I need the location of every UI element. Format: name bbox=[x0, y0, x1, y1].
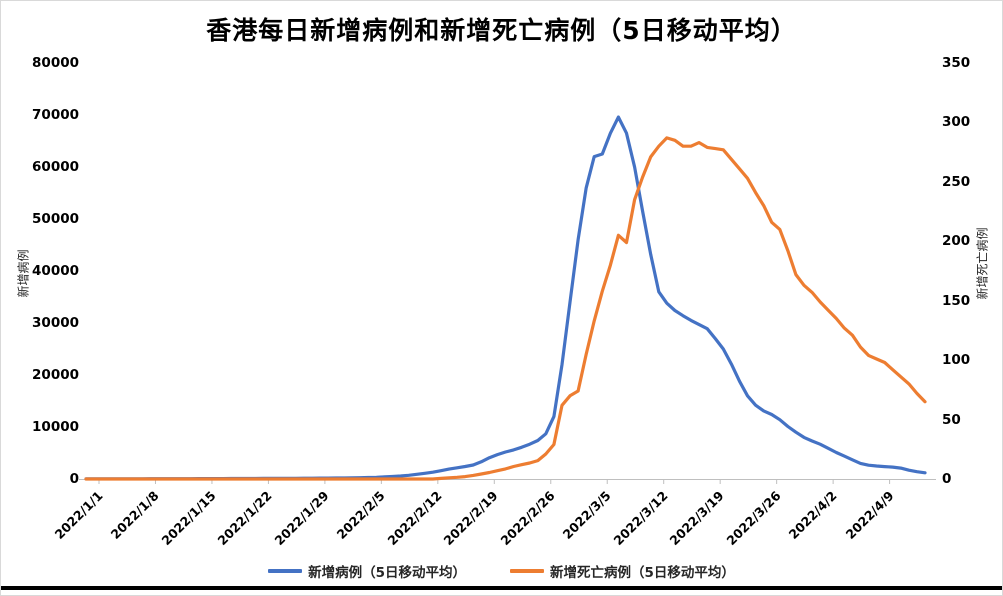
left-axis-tick-label: 60000 bbox=[32, 159, 79, 175]
left-axis-tick-label: 50000 bbox=[32, 211, 79, 227]
right-axis-title: 新增死亡病例 bbox=[975, 227, 990, 300]
left-axis-tick-label: 70000 bbox=[32, 107, 79, 123]
cases-line bbox=[84, 115, 927, 481]
right-axis-tick-label: 0 bbox=[942, 471, 952, 487]
legend-item-cases: 新增病例（5日移动平均） bbox=[268, 561, 466, 581]
right-axis-tick-label: 300 bbox=[942, 114, 971, 131]
left-axis-tick-label: 30000 bbox=[32, 315, 79, 331]
bottom-border bbox=[1, 586, 1002, 590]
left-axis-tick-label: 0 bbox=[69, 471, 79, 487]
right-axis-tick-label: 200 bbox=[942, 233, 971, 250]
right-axis-tick-label: 100 bbox=[942, 352, 971, 369]
left-axis-tick-label: 40000 bbox=[32, 263, 79, 279]
legend-label-deaths: 新增死亡病例（5日移动平均） bbox=[550, 565, 735, 581]
left-axis-title: 新增病例 bbox=[16, 249, 31, 298]
right-axis-tick-label: 250 bbox=[942, 173, 971, 190]
deaths-line bbox=[84, 136, 927, 481]
chart-title: 香港每日新增病例和新增死亡病例（5日移动平均） bbox=[206, 16, 797, 45]
left-axis-tick-label: 80000 bbox=[32, 55, 79, 71]
cases-line-swatch-icon bbox=[268, 569, 303, 573]
right-axis-tick-label: 50 bbox=[942, 411, 961, 428]
left-axis-tick-label: 10000 bbox=[32, 419, 79, 435]
deaths-line-swatch-icon bbox=[510, 569, 544, 573]
legend-item-deaths: 新增死亡病例（5日移动平均） bbox=[510, 561, 735, 581]
left-axis-tick-label: 20000 bbox=[32, 367, 79, 383]
right-axis-tick-label: 350 bbox=[942, 55, 971, 71]
legend-label-cases: 新增病例（5日移动平均） bbox=[308, 565, 466, 581]
right-axis-tick-label: 150 bbox=[942, 292, 971, 309]
chart-legend: 新增病例（5日移动平均） 新增死亡病例（5日移动平均） bbox=[1, 561, 1002, 581]
